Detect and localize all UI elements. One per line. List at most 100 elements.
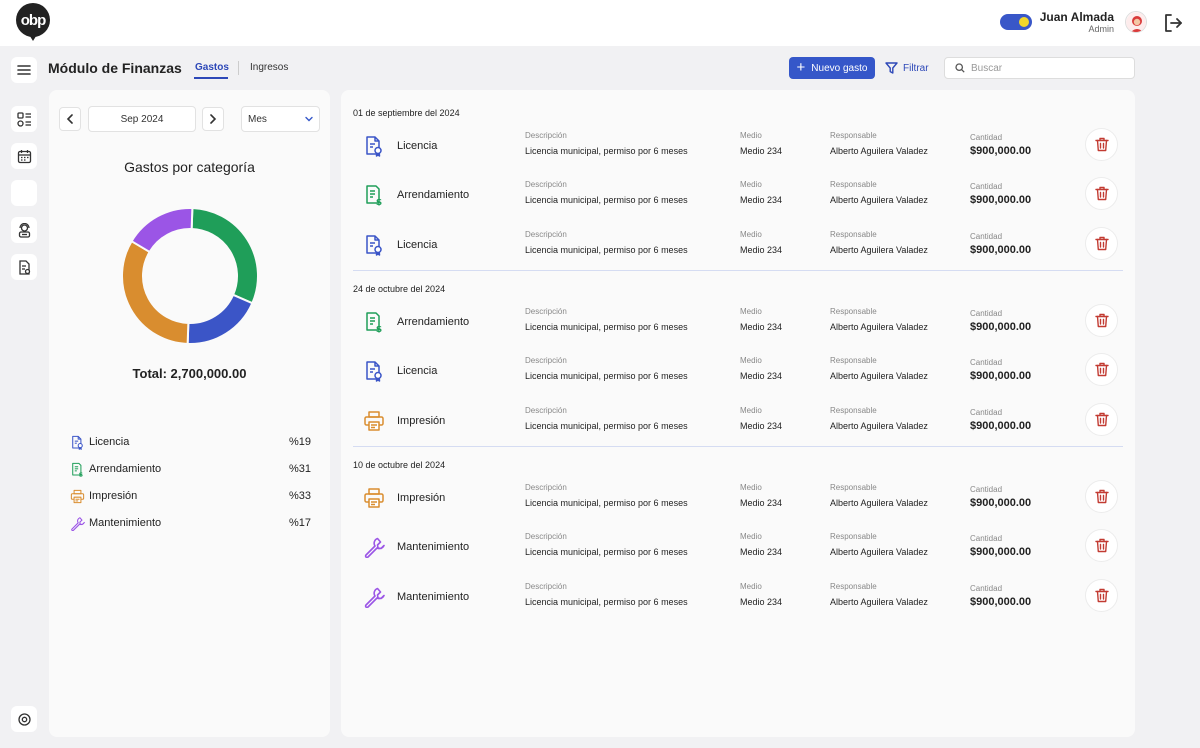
amount-label: Cantidad bbox=[970, 534, 1003, 544]
user-name: Juan Almada bbox=[1039, 10, 1114, 24]
search-input[interactable] bbox=[971, 62, 1121, 74]
amount-value: $900,000.00 bbox=[970, 419, 1032, 432]
expense-row[interactable]: Impresión Descripción Licencia municipal… bbox=[353, 480, 1123, 527]
top-bar: obp Juan Almada Admin bbox=[0, 0, 1200, 46]
responsible-label: Responsable bbox=[830, 356, 877, 366]
chevron-down-icon bbox=[305, 116, 313, 122]
legend-percent: %33 bbox=[288, 490, 311, 502]
tab-divider bbox=[238, 61, 239, 75]
amount-value: $900,000.00 bbox=[970, 145, 1032, 157]
tab-gastos[interactable]: Gastos bbox=[195, 62, 229, 73]
responsible-value: Alberto Aguilera Valadez bbox=[830, 146, 928, 156]
license-icon bbox=[363, 135, 385, 157]
expense-row[interactable]: Mantenimiento Descripción Licencia munic… bbox=[353, 529, 1123, 576]
delete-button[interactable] bbox=[1085, 353, 1118, 387]
delete-button[interactable] bbox=[1085, 402, 1118, 436]
trash-icon bbox=[1094, 363, 1109, 377]
amount-value: $900,000.00 bbox=[970, 370, 1032, 383]
amount-label: Cantidad bbox=[970, 231, 1003, 241]
filter-label: Filtrar bbox=[903, 62, 929, 74]
expense-category: Impresión bbox=[397, 414, 446, 427]
donut-slice-impresion[interactable] bbox=[121, 239, 190, 345]
expense-row[interactable]: $ Arrendamiento Descripción Licencia mun… bbox=[353, 177, 1123, 224]
responsible-label: Responsable bbox=[830, 581, 877, 591]
expense-row[interactable]: Licencia Descripción Licencia municipal,… bbox=[353, 226, 1123, 274]
delete-button[interactable] bbox=[1085, 177, 1118, 211]
group-date: 10 de octubre del 2024 bbox=[353, 460, 446, 470]
expense-row[interactable]: $ Arrendamiento Descripción Licencia mun… bbox=[353, 304, 1123, 351]
chevron-left-icon bbox=[66, 114, 73, 124]
app-logo[interactable]: obp bbox=[16, 3, 50, 37]
trash-icon bbox=[1094, 236, 1109, 250]
search-box bbox=[944, 57, 1135, 79]
settings-icon bbox=[17, 712, 31, 726]
logout-icon[interactable] bbox=[1162, 12, 1184, 34]
delete-button[interactable] bbox=[1085, 304, 1118, 337]
amount-value: $900,000.00 bbox=[970, 194, 1032, 207]
expense-category: Arrendamiento bbox=[397, 189, 470, 202]
description-value: Licencia municipal, permiso por 6 meses bbox=[525, 371, 688, 382]
responsible-value: Alberto Aguilera Valadez bbox=[830, 498, 928, 508]
amount-label: Cantidad bbox=[970, 407, 1003, 417]
expense-category: Licencia bbox=[397, 238, 438, 251]
delete-button[interactable] bbox=[1085, 128, 1118, 161]
avatar[interactable] bbox=[1125, 11, 1147, 33]
responsible-value: Alberto Aguilera Valadez bbox=[830, 420, 928, 431]
expense-category: Impresión bbox=[397, 492, 446, 504]
medium-label: Medio bbox=[740, 581, 762, 591]
expense-row[interactable]: Impresión Descripción Licencia municipal… bbox=[353, 402, 1123, 450]
wrench-icon bbox=[363, 586, 385, 608]
amount-label: Cantidad bbox=[970, 358, 1003, 368]
legend-label: Arrendamiento bbox=[89, 463, 162, 475]
responsible-label: Responsable bbox=[830, 405, 877, 415]
group-divider bbox=[353, 270, 1123, 271]
printer-icon bbox=[363, 487, 385, 509]
filter-button[interactable]: Filtrar bbox=[885, 59, 929, 77]
calendar-icon bbox=[17, 149, 31, 163]
legend-item-licencia: Licencia %19 bbox=[69, 433, 311, 451]
rail-empty-button[interactable] bbox=[11, 180, 37, 206]
donut-slice-licencia[interactable] bbox=[186, 293, 254, 345]
responsible-label: Responsable bbox=[830, 229, 877, 239]
medium-label: Medio bbox=[740, 180, 762, 190]
period-select-value: Mes bbox=[248, 113, 267, 125]
donut-slice-arrendamiento[interactable] bbox=[190, 207, 259, 305]
chevron-right-icon bbox=[210, 114, 217, 124]
expense-row[interactable]: Mantenimiento Descripción Licencia munic… bbox=[353, 578, 1123, 626]
delete-button[interactable] bbox=[1085, 529, 1118, 563]
expense-row[interactable]: Licencia Descripción Licencia municipal,… bbox=[353, 128, 1123, 175]
medium-value: Medio 234 bbox=[740, 371, 783, 382]
expense-category: Mantenimiento bbox=[397, 541, 470, 554]
delete-button[interactable] bbox=[1085, 480, 1118, 513]
new-expense-button[interactable]: + Nuevo gasto bbox=[789, 57, 875, 79]
rail-dashboard-button[interactable] bbox=[11, 106, 37, 132]
expense-row[interactable]: Licencia Descripción Licencia municipal,… bbox=[353, 353, 1123, 400]
lease-icon: $ bbox=[69, 461, 85, 477]
filter-icon bbox=[885, 62, 898, 74]
theme-toggle[interactable] bbox=[1000, 14, 1032, 30]
trash-icon bbox=[1094, 539, 1109, 553]
lease-icon: $ bbox=[363, 311, 385, 335]
rail-settings-button[interactable] bbox=[11, 706, 37, 732]
tab-ingresos[interactable]: Ingresos bbox=[250, 62, 289, 73]
responsible-value: Alberto Aguilera Valadez bbox=[830, 195, 928, 206]
period-select[interactable]: Mes bbox=[241, 106, 320, 132]
rail-reports-button[interactable] bbox=[11, 254, 37, 280]
rail-support-button[interactable] bbox=[11, 217, 37, 243]
donut-slice-mantenimiento[interactable] bbox=[130, 207, 194, 254]
menu-button[interactable] bbox=[11, 57, 37, 83]
amount-value: $900,000.00 bbox=[970, 243, 1032, 256]
delete-button[interactable] bbox=[1085, 226, 1118, 260]
description-label: Descripción bbox=[525, 229, 567, 239]
delete-button[interactable] bbox=[1085, 578, 1118, 612]
medium-value: Medio 234 bbox=[740, 322, 783, 332]
month-display: Sep 2024 bbox=[88, 106, 196, 132]
responsible-value: Alberto Aguilera Valadez bbox=[830, 547, 928, 558]
previous-month-button[interactable] bbox=[59, 107, 81, 131]
printer-icon bbox=[69, 488, 85, 504]
active-tab-indicator bbox=[194, 77, 228, 79]
legend-percent: %19 bbox=[288, 436, 311, 448]
hamburger-icon bbox=[17, 65, 31, 75]
rail-calendar-button[interactable] bbox=[11, 143, 37, 169]
next-month-button[interactable] bbox=[202, 107, 224, 131]
